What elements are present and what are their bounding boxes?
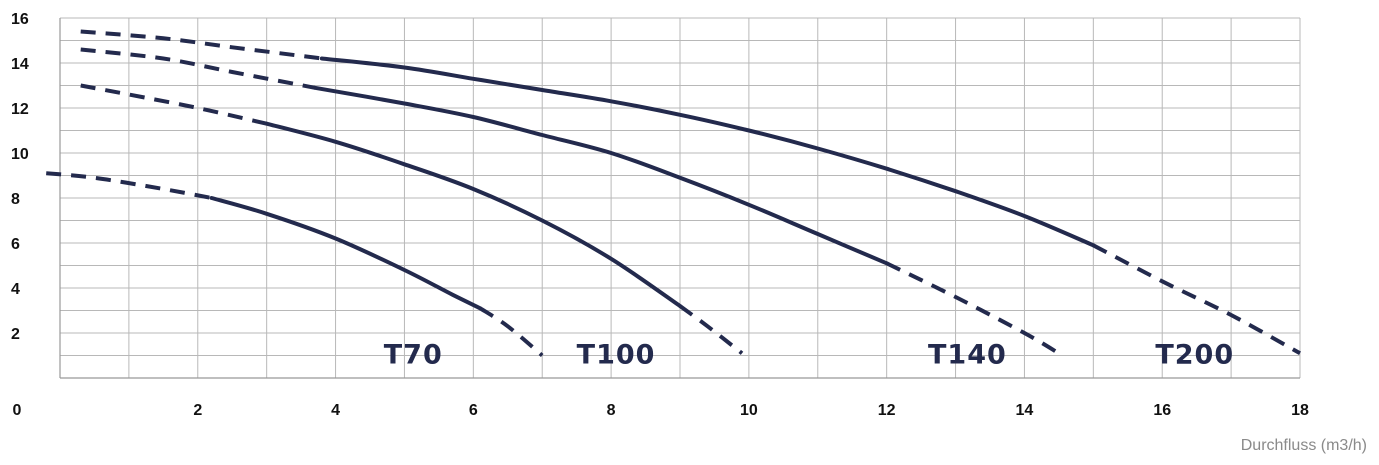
- series: [46, 29, 1301, 358]
- y-tick-label: 16: [11, 11, 29, 28]
- series-t70: [46, 171, 544, 358]
- series-t140: [80, 47, 1060, 356]
- series-t140-dashed-start: [80, 47, 316, 90]
- series-t70-line: [209, 196, 483, 311]
- x-tick-label: 10: [740, 402, 758, 419]
- x-tick-label: 6: [469, 402, 478, 419]
- series-label-t140: T140: [928, 339, 1007, 370]
- series-t100-line: [264, 121, 682, 308]
- series-t100-dashed-start: [80, 83, 268, 126]
- y-tick-label: 10: [11, 146, 29, 163]
- y-tick-label: 12: [11, 101, 29, 118]
- x-tick-label: 8: [607, 402, 616, 419]
- y-tick-label: 8: [11, 191, 20, 208]
- y-tick-label: 14: [11, 56, 29, 73]
- series-t200: [80, 29, 1301, 356]
- y-tick-label: 4: [11, 281, 20, 298]
- series-t200-dashed-end: [1092, 243, 1301, 356]
- x-tick-label: 4: [331, 402, 340, 419]
- series-labels: T70 T100 T140 T200: [384, 339, 1234, 370]
- x-tick-label: 0: [13, 402, 22, 419]
- series-t140-line: [312, 85, 889, 266]
- y-tick-label: 2: [11, 326, 20, 343]
- tick-labels: 2 4 6 8 10 12 14 16 0 2 4 6 8 10 12 14 16 18: [11, 11, 1309, 419]
- series-t70-dashed-end: [479, 306, 544, 358]
- x-tick-label: 2: [193, 402, 202, 419]
- axes: [59, 18, 1300, 379]
- series-t140-dashed-end: [885, 261, 1060, 356]
- grid: [60, 17, 1301, 378]
- x-tick-label: 12: [878, 402, 896, 419]
- y-tick-label: 6: [11, 236, 20, 253]
- series-t100: [80, 83, 744, 355]
- x-tick-label: 14: [1016, 402, 1034, 419]
- series-t70-dashed-start: [46, 171, 212, 200]
- series-t100-dashed-end: [678, 304, 744, 355]
- series-label-t200: T200: [1155, 339, 1234, 370]
- series-label-t100: T100: [577, 339, 656, 370]
- series-t200-dashed-start: [80, 29, 323, 61]
- series-t200-line: [319, 56, 1096, 248]
- x-tick-label: 18: [1291, 402, 1309, 419]
- x-tick-label: 16: [1153, 402, 1171, 419]
- series-label-t70: T70: [384, 339, 443, 370]
- x-axis-label: Durchfluss (m3/h): [1240, 437, 1367, 454]
